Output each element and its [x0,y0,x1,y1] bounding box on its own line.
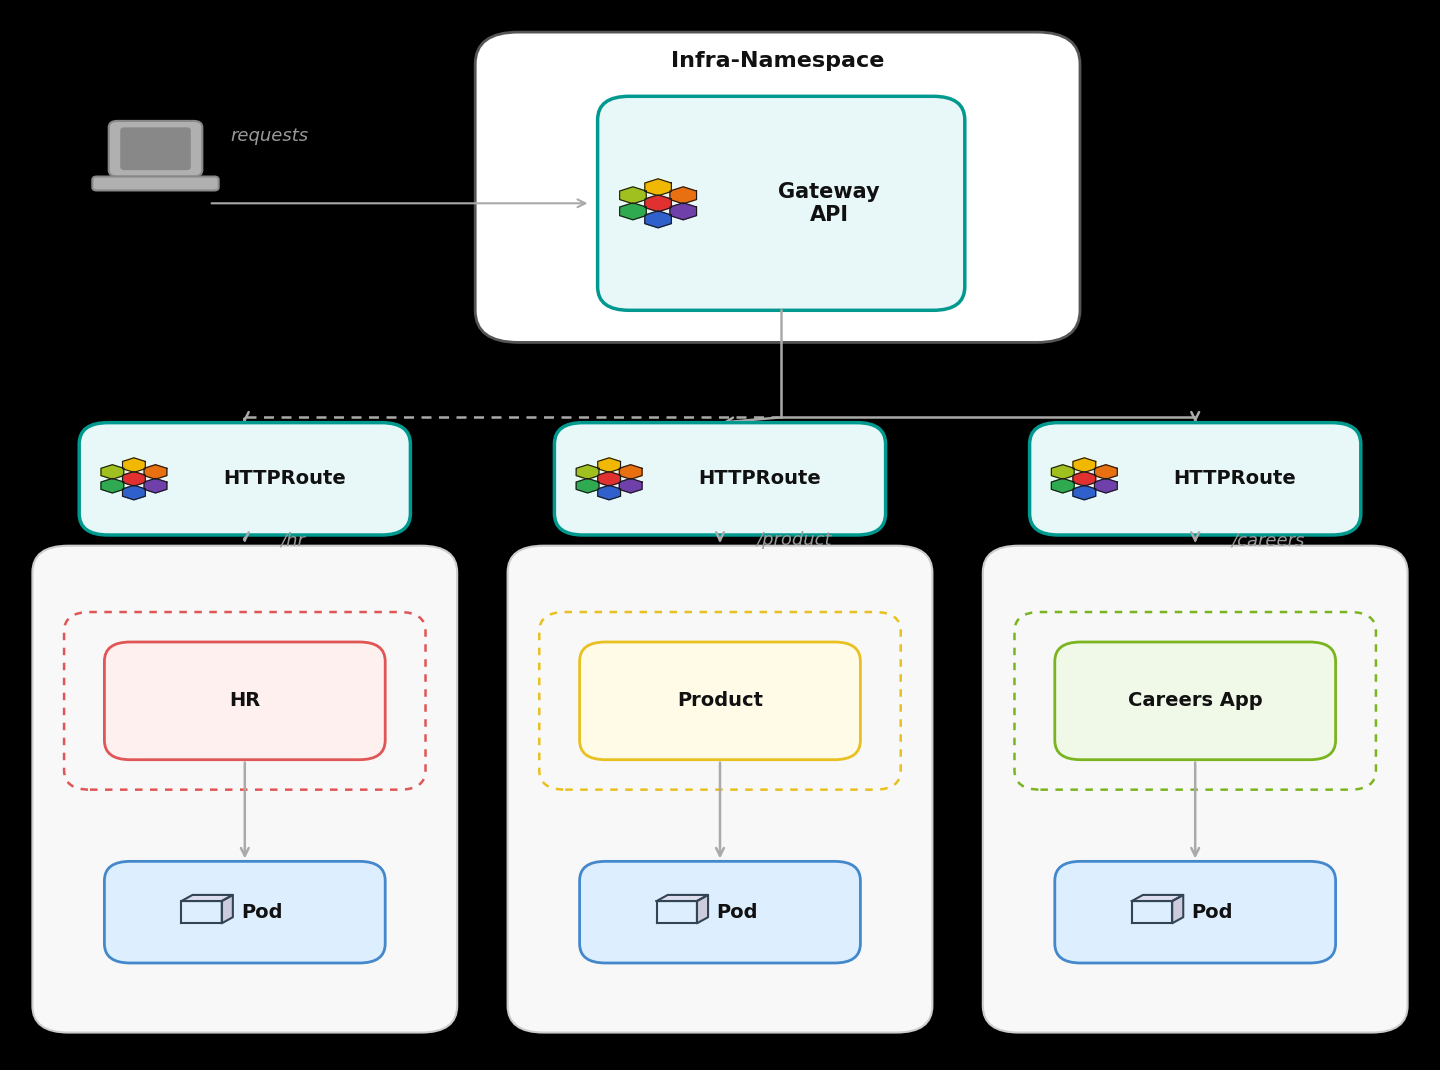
FancyBboxPatch shape [109,121,202,177]
FancyBboxPatch shape [105,861,386,963]
Polygon shape [619,203,647,219]
Text: HR: HR [229,691,261,710]
Polygon shape [181,895,233,901]
FancyBboxPatch shape [982,546,1408,1033]
FancyBboxPatch shape [120,127,190,170]
Polygon shape [697,895,708,923]
Polygon shape [1051,478,1074,493]
FancyBboxPatch shape [33,546,458,1033]
Polygon shape [598,458,621,472]
Polygon shape [670,187,697,203]
Text: Pod: Pod [242,903,282,921]
Text: Infra-Namespace: Infra-Namespace [671,51,884,72]
Polygon shape [645,195,671,212]
Polygon shape [645,179,671,196]
Polygon shape [122,472,145,486]
Text: /product: /product [756,532,831,549]
Polygon shape [619,187,647,203]
Polygon shape [1073,472,1096,486]
FancyBboxPatch shape [1054,642,1336,760]
Polygon shape [144,464,167,479]
Polygon shape [1073,486,1096,500]
Text: Careers App: Careers App [1128,691,1263,710]
Text: Product: Product [677,691,763,710]
Text: Pod: Pod [1192,903,1233,921]
FancyBboxPatch shape [105,642,386,760]
Polygon shape [598,486,621,500]
Polygon shape [645,211,671,228]
Polygon shape [1094,478,1117,493]
Text: HTTPRoute: HTTPRoute [698,470,821,488]
FancyBboxPatch shape [92,177,219,190]
Polygon shape [670,203,697,219]
Polygon shape [1073,458,1096,472]
Polygon shape [144,478,167,493]
Polygon shape [576,464,599,479]
Polygon shape [1051,464,1074,479]
Text: HTTPRoute: HTTPRoute [1174,470,1296,488]
FancyBboxPatch shape [1054,861,1336,963]
FancyBboxPatch shape [79,423,410,535]
FancyBboxPatch shape [508,546,933,1033]
Polygon shape [657,895,708,901]
Text: HTTPRoute: HTTPRoute [223,470,346,488]
Text: /careers: /careers [1231,532,1305,549]
Text: Gateway
API: Gateway API [778,182,880,225]
Text: requests: requests [230,127,308,144]
FancyBboxPatch shape [579,642,860,760]
Polygon shape [576,478,599,493]
Polygon shape [1094,464,1117,479]
Polygon shape [619,478,642,493]
FancyBboxPatch shape [475,32,1080,342]
Polygon shape [1172,895,1184,923]
FancyBboxPatch shape [554,423,886,535]
Polygon shape [122,458,145,472]
FancyBboxPatch shape [598,96,965,310]
Polygon shape [598,472,621,486]
Polygon shape [122,486,145,500]
FancyBboxPatch shape [579,861,860,963]
Polygon shape [1132,895,1184,901]
Text: Pod: Pod [717,903,757,921]
FancyBboxPatch shape [1030,423,1361,535]
Polygon shape [101,478,124,493]
Polygon shape [619,464,642,479]
Text: /hr: /hr [281,532,305,549]
Polygon shape [101,464,124,479]
Polygon shape [222,895,233,923]
